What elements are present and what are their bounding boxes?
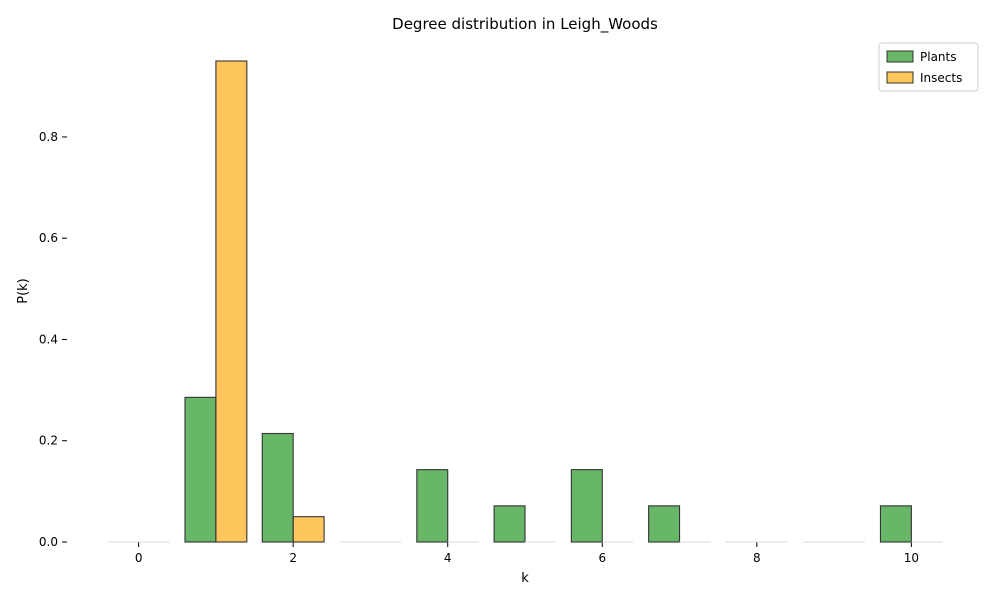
x-tick-label: 6 (598, 551, 606, 565)
y-axis: 0.0 0.2 0.4 0.6 0.8 (39, 130, 67, 549)
y-tick-label: 0.0 (39, 535, 58, 549)
bar-plants-k5 (493, 505, 526, 543)
chart-title: Degree distribution in Leigh_Woods (392, 15, 658, 34)
x-tick-label: 10 (904, 551, 919, 565)
legend-label-insects: Insects (920, 71, 962, 85)
x-axis: 0 2 4 6 8 10 (135, 542, 919, 565)
x-tick-label: 8 (753, 551, 761, 565)
legend-swatch-insects (886, 71, 914, 84)
bar-plants-k4 (416, 469, 449, 543)
y-tick-label: 0.6 (39, 231, 58, 245)
x-tick-label: 4 (444, 551, 452, 565)
y-tick-label: 0.2 (39, 434, 58, 448)
bar-insects-k1 (215, 60, 248, 543)
x-axis-label: k (521, 571, 529, 586)
bar-insects-k2 (292, 516, 325, 543)
bar-plants-k1 (184, 396, 217, 543)
bar-plants-k6 (570, 469, 603, 543)
y-tick-label: 0.4 (39, 332, 58, 346)
bar-plants-k7 (648, 505, 681, 543)
legend-label-plants: Plants (920, 50, 957, 64)
bar-plants-k2 (261, 432, 294, 543)
legend: Plants Insects (878, 42, 979, 92)
x-tick-label: 2 (289, 551, 297, 565)
legend-swatch-plants (886, 50, 914, 63)
x-tick-label: 0 (135, 551, 143, 565)
y-tick-label: 0.8 (39, 130, 58, 144)
bars (107, 60, 943, 543)
bar-plants-k10 (879, 505, 912, 543)
y-axis-label: P(k) (16, 278, 31, 304)
